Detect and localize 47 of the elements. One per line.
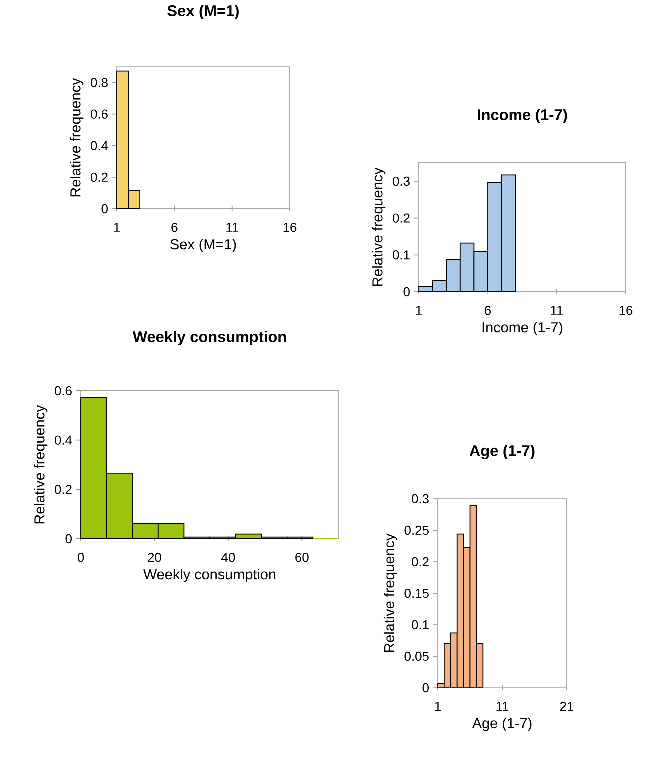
y-tick-label: 0 <box>66 534 72 544</box>
x-tick-label: 1 <box>114 223 120 232</box>
x-axis-title: Weekly consumption <box>144 569 276 583</box>
y-axis-title: Relative frequency <box>70 78 84 197</box>
y-tick-label: 0.6 <box>90 110 108 119</box>
x-axis-title: Age (1-7) <box>472 718 532 732</box>
x-tick-label: 11 <box>226 223 238 232</box>
x-tick-label: 16 <box>284 223 297 232</box>
x-tick-label: 0 <box>78 553 84 562</box>
y-tick-label: 0.1 <box>392 250 410 260</box>
y-tick-label: 0.3 <box>392 176 410 186</box>
x-tick-label: 60 <box>296 553 309 562</box>
y-tick-label: 0.15 <box>404 588 429 598</box>
y-tick-label: 0.4 <box>54 436 72 445</box>
y-tick-label: 0.2 <box>392 214 410 223</box>
y-tick-label: 0.2 <box>90 172 108 182</box>
y-tick-label: 0.6 <box>54 386 72 396</box>
x-tick-label: 21 <box>560 702 574 712</box>
x-tick-label: 11 <box>496 702 509 711</box>
x-tick-label: 11 <box>551 306 564 315</box>
y-tick-label: 0.3 <box>412 494 429 504</box>
x-tick-label: 1 <box>435 702 441 711</box>
y-tick-label: 0 <box>102 204 108 214</box>
x-tick-label: 40 <box>222 553 236 562</box>
y-tick-label: 0.25 <box>404 526 429 536</box>
y-axis-title: Relative frequency <box>384 534 398 652</box>
x-axis-title: Sex (M=1) <box>170 239 236 252</box>
y-tick-label: 0.8 <box>90 78 108 88</box>
y-tick-label: 0.2 <box>412 557 429 567</box>
x-tick-label: 1 <box>416 306 422 315</box>
chart-title: Weekly consumption <box>132 331 286 346</box>
chart-title: Sex (M=1) <box>168 5 239 20</box>
y-tick-label: 0.2 <box>54 485 72 494</box>
y-tick-label: 0.1 <box>412 620 429 630</box>
x-tick-label: 6 <box>485 306 492 316</box>
y-axis-title: Relative frequency <box>34 405 48 524</box>
x-tick-label: 16 <box>620 306 633 316</box>
y-axis-title: Relative frequency <box>372 168 386 286</box>
y-tick-label: 0 <box>422 683 429 693</box>
x-tick-label: 6 <box>172 223 178 232</box>
y-tick-label: 0 <box>404 287 410 297</box>
chart-title: Age (1-7) <box>470 445 535 460</box>
y-tick-label: 0.4 <box>90 141 108 150</box>
y-tick-label: 0.05 <box>404 652 429 662</box>
x-axis-title: Income (1-7) <box>482 322 563 336</box>
x-tick-label: 20 <box>148 553 162 562</box>
chart-title: Income (1-7) <box>478 109 568 124</box>
